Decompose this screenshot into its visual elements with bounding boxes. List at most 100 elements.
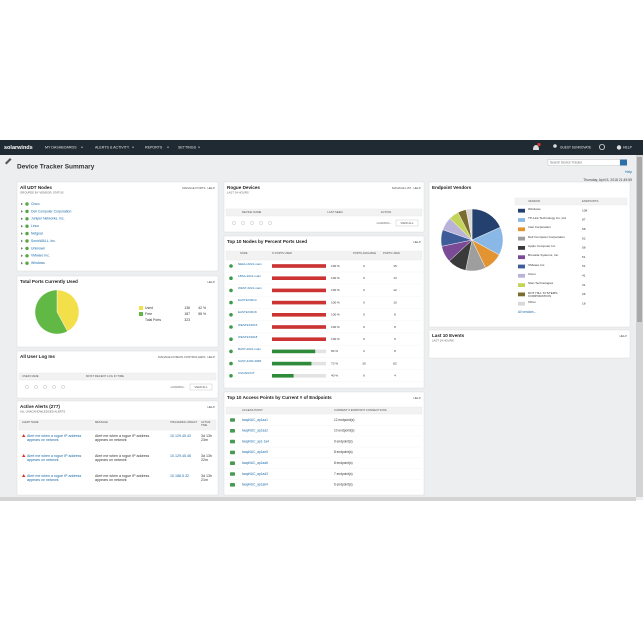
access-point[interactable]: lwapNUC_ap1ae5 xyxy=(242,450,268,454)
bell-icon[interactable] xyxy=(533,145,539,150)
access-point[interactable]: lwapNUC_ap1aa2 xyxy=(242,429,268,433)
scroll-thumb[interactable] xyxy=(637,157,642,322)
tree-item[interactable]: Juniper Networks, Inc. xyxy=(31,217,65,221)
node-name[interactable]: WESTEX3015 xyxy=(238,323,258,327)
text-box: NEHH-2021-main xyxy=(238,262,262,266)
column-header: VENDOR xyxy=(528,199,540,203)
alert-name[interactable]: Alert me when a rogue IP address appears… xyxy=(27,454,82,463)
panel-link[interactable]: HELP xyxy=(207,405,215,409)
pager-button[interactable] xyxy=(250,221,254,225)
help-link[interactable]: Help xyxy=(625,170,632,174)
menu-item[interactable]: ALERTS & ACTIVITY xyxy=(95,145,130,149)
panel-link[interactable]: HELP xyxy=(619,334,627,338)
tree-item[interactable]: Cisco xyxy=(31,202,40,206)
text-box: BAST-2021-main xyxy=(238,347,261,351)
node-name[interactable]: BAST-2021-main xyxy=(238,347,261,351)
alert-object[interactable]: 10.129.45.46 xyxy=(170,454,191,458)
pager-button[interactable] xyxy=(61,385,65,389)
tree-item[interactable]: Windows xyxy=(31,261,45,265)
help-link[interactable]: HELP xyxy=(623,145,633,149)
vendor-name: Other xyxy=(528,300,536,304)
text-box: DOT HILL SYSTEMS CORPORATION xyxy=(528,292,557,299)
alert-time: 3d 13h 21m xyxy=(201,474,212,483)
panel xyxy=(223,181,425,233)
pager-button[interactable] xyxy=(43,385,47,389)
timestamp: Thursday, April 5, 2018 21:49:55 xyxy=(583,178,632,182)
legend-swatch xyxy=(518,292,525,297)
pager-button[interactable] xyxy=(232,221,236,225)
node-name[interactable]: EASTEX3018 xyxy=(238,311,257,315)
tree-item[interactable]: Linux xyxy=(31,224,39,228)
panel-link[interactable]: HELP xyxy=(207,280,215,284)
node-name[interactable]: WEST-2021-main xyxy=(238,286,262,290)
h-scrollbar xyxy=(0,497,636,501)
view-all[interactable]: VIEW ALL xyxy=(194,385,208,389)
user-name[interactable]: GUEST SUNNOVATE xyxy=(560,145,591,149)
text-box: % PORTS USED xyxy=(272,252,292,255)
expand-arrow[interactable] xyxy=(21,202,23,206)
tree-item[interactable]: SonicWALL, Inc. xyxy=(31,239,56,243)
access-point[interactable]: lwapNUC_ap1aa1 xyxy=(242,418,268,422)
node-name[interactable]: EASTEX3014 xyxy=(238,299,257,303)
search-button[interactable] xyxy=(620,159,627,166)
loading: LOADING... xyxy=(377,221,393,225)
search-icon[interactable] xyxy=(599,143,606,150)
access-point[interactable]: lwapNUC_ap1-1a4 xyxy=(242,439,269,443)
view-all[interactable]: VIEW ALL xyxy=(400,221,414,225)
alert-object[interactable]: 10.188.5.32 xyxy=(170,474,189,478)
alert-name[interactable]: Alert me when a rogue IP address appears… xyxy=(27,434,82,443)
node-name[interactable]: SAST-4200-3098 xyxy=(238,360,262,364)
node-name[interactable]: LBSA-2021-main xyxy=(238,274,261,278)
panel-link[interactable]: MANAGE LIST xyxy=(392,186,412,190)
panel-link[interactable]: HELP xyxy=(207,355,215,359)
endpoint-count: 8 endpoint(s) xyxy=(334,450,353,454)
pager-button[interactable] xyxy=(268,221,272,225)
menu-item[interactable]: MY DASHBOARDS xyxy=(45,145,77,149)
node-status xyxy=(229,300,233,305)
legend-label: Used xyxy=(145,306,153,310)
node-name[interactable]: NEHH-2021-main xyxy=(238,262,262,266)
menu-item[interactable]: REPORTS xyxy=(145,145,163,149)
expand-arrow[interactable] xyxy=(21,239,23,243)
tree-item[interactable]: Netgear xyxy=(31,231,44,235)
panel-link[interactable]: HELP xyxy=(207,186,215,190)
expand-arrow[interactable] xyxy=(21,217,23,221)
tree-item[interactable]: Unknown xyxy=(31,246,45,250)
bar xyxy=(272,264,326,268)
expand-arrow[interactable] xyxy=(21,210,23,213)
pager-button[interactable] xyxy=(241,221,245,225)
tree-item[interactable]: VMware Inc. xyxy=(31,254,50,258)
expand-arrow[interactable] xyxy=(21,224,23,228)
expand-arrow[interactable] xyxy=(21,254,23,258)
view-all-button[interactable] xyxy=(395,219,419,227)
pager-button[interactable] xyxy=(52,385,56,389)
pager-button[interactable] xyxy=(259,221,263,225)
panel-link[interactable]: HELP xyxy=(413,396,421,400)
panel-link[interactable]: HELP xyxy=(413,240,421,244)
alert-name[interactable]: Alert me when a rogue IP address appears… xyxy=(27,474,82,483)
menu-item[interactable]: SETTINGS xyxy=(178,145,197,149)
expand-arrow[interactable] xyxy=(21,232,23,235)
access-point[interactable]: lwapNUC_ap1aa6 xyxy=(242,461,268,465)
pager-button[interactable] xyxy=(25,385,29,389)
bar xyxy=(272,300,326,305)
expand-arrow[interactable] xyxy=(21,247,23,250)
panel-link[interactable]: MANAGE DOMAIN CONTROLLERS xyxy=(158,355,205,359)
access-point[interactable]: lwapNUC_ap1ad3 xyxy=(242,472,268,476)
help-icon[interactable] xyxy=(616,145,622,150)
edit-icon[interactable] xyxy=(5,158,12,165)
all-vendors-link[interactable]: All vendors... xyxy=(518,310,537,314)
alert-object[interactable]: 10.129.45.42 xyxy=(170,434,191,438)
node-name[interactable]: WESTEX3018 xyxy=(238,335,258,339)
panel-link[interactable]: HELP xyxy=(413,186,421,190)
expand-arrow[interactable] xyxy=(21,261,23,265)
text-box: 3d 13h 22m xyxy=(201,454,212,462)
pager-button[interactable] xyxy=(34,385,38,389)
tree-item[interactable]: Dell Computer Corporation xyxy=(31,209,71,213)
text-box: PORTS AVAILABLE xyxy=(353,252,376,255)
view-all-button[interactable] xyxy=(189,383,213,391)
panel-link[interactable]: MANAGE PORTS xyxy=(182,186,205,190)
access-point[interactable]: lwapNUC_ap1ab4 xyxy=(242,483,268,487)
node-name[interactable]: USOAKDUT xyxy=(238,372,255,376)
